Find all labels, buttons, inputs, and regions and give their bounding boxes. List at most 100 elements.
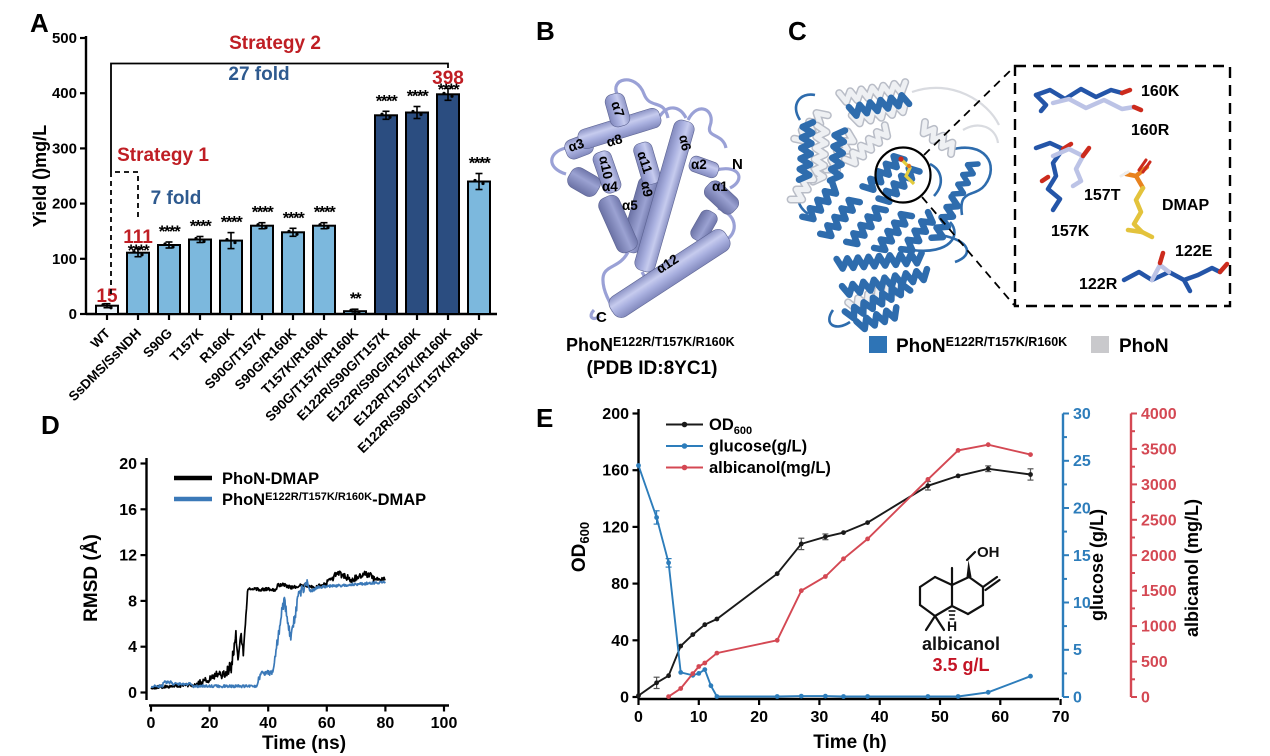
svg-text:10: 10: [690, 709, 708, 726]
svg-text:100: 100: [52, 251, 77, 268]
svg-text:20: 20: [1073, 501, 1091, 518]
svg-text:A: A: [30, 8, 49, 38]
svg-text:α5: α5: [622, 198, 638, 213]
svg-text:C: C: [596, 309, 607, 326]
svg-text:0: 0: [1141, 690, 1150, 707]
svg-text:****: ****: [438, 80, 460, 99]
svg-text:8: 8: [128, 593, 137, 610]
svg-text:300: 300: [52, 140, 77, 157]
svg-text:****: ****: [159, 222, 181, 241]
svg-text:OD600: OD600: [709, 416, 752, 437]
svg-text:2500: 2500: [1141, 512, 1177, 529]
svg-text:albicanol: albicanol: [922, 634, 1000, 654]
svg-text:70: 70: [1052, 709, 1070, 726]
svg-text:glucose (g/L): glucose (g/L): [1087, 509, 1107, 621]
svg-text:****: ****: [128, 241, 150, 260]
svg-text:α2: α2: [691, 157, 707, 172]
svg-text:Strategy 2: Strategy 2: [229, 33, 321, 54]
svg-text:122E: 122E: [1175, 243, 1213, 260]
svg-text:160K: 160K: [1141, 83, 1180, 100]
svg-text:400: 400: [52, 85, 77, 102]
svg-text:7 fold: 7 fold: [151, 188, 202, 209]
svg-text:122R: 122R: [1079, 276, 1118, 293]
svg-text:1500: 1500: [1141, 583, 1177, 600]
svg-text:50: 50: [931, 709, 949, 726]
svg-text:****: ****: [314, 203, 336, 222]
svg-text:α6: α6: [676, 134, 694, 153]
svg-text:α3: α3: [566, 136, 586, 155]
svg-text:RMSD (Å): RMSD (Å): [81, 534, 102, 622]
svg-text:Strategy 1: Strategy 1: [117, 145, 209, 166]
svg-text:27 fold: 27 fold: [228, 64, 289, 85]
svg-text:N: N: [732, 156, 743, 173]
svg-text:20: 20: [119, 456, 137, 473]
svg-text:100: 100: [431, 715, 458, 732]
svg-text:****: ****: [221, 213, 243, 232]
svg-text:2000: 2000: [1141, 548, 1177, 565]
svg-text:α11: α11: [634, 149, 655, 176]
svg-text:α9: α9: [638, 180, 656, 198]
svg-text:α1: α1: [712, 179, 728, 194]
svg-text:0: 0: [620, 690, 629, 707]
svg-text:α7: α7: [608, 99, 627, 119]
svg-text:****: ****: [376, 91, 398, 110]
svg-text:0: 0: [1073, 690, 1082, 707]
svg-text:**: **: [350, 289, 362, 308]
svg-text:40: 40: [259, 715, 277, 732]
svg-text:16: 16: [119, 502, 137, 519]
svg-text:****: ****: [252, 203, 274, 222]
svg-text:10: 10: [1073, 595, 1091, 612]
svg-text:OD600: OD600: [569, 522, 592, 572]
svg-text:1000: 1000: [1141, 619, 1177, 636]
svg-text:80: 80: [611, 576, 629, 593]
svg-text:157K: 157K: [1051, 223, 1090, 240]
svg-text:60: 60: [318, 715, 336, 732]
svg-text:(PDB ID:8YC1): (PDB ID:8YC1): [587, 358, 718, 379]
svg-text:PhoNE122R/T157K/R160K: PhoNE122R/T157K/R160K: [566, 335, 735, 355]
svg-text:****: ****: [407, 87, 429, 106]
svg-text:3.5 g/L: 3.5 g/L: [932, 655, 989, 675]
svg-text:H: H: [947, 618, 957, 634]
svg-text:Time (h): Time (h): [813, 732, 887, 753]
svg-text:160R: 160R: [1131, 122, 1170, 139]
svg-text:PhoN-DMAP: PhoN-DMAP: [222, 470, 319, 488]
svg-text:111: 111: [123, 227, 153, 248]
svg-text:WT: WT: [88, 325, 114, 351]
svg-text:glucose(g/L): glucose(g/L): [709, 438, 807, 456]
svg-text:200: 200: [602, 406, 629, 423]
svg-text:0: 0: [147, 715, 156, 732]
svg-text:15: 15: [1073, 548, 1091, 565]
svg-text:15: 15: [96, 286, 118, 307]
svg-text:D: D: [41, 410, 60, 440]
svg-text:398: 398: [432, 68, 464, 89]
svg-text:4000: 4000: [1141, 406, 1177, 423]
svg-text:40: 40: [871, 709, 889, 726]
svg-text:20: 20: [201, 715, 219, 732]
svg-text:****: ****: [469, 154, 491, 173]
svg-text:E: E: [536, 403, 553, 433]
svg-text:****: ****: [283, 208, 305, 227]
svg-text:12: 12: [119, 548, 137, 565]
svg-text:3500: 3500: [1141, 441, 1177, 458]
svg-text:200: 200: [52, 196, 77, 213]
svg-text:120: 120: [602, 519, 629, 536]
svg-text:PhoNE122R/T157K/R160K-DMAP: PhoNE122R/T157K/R160K-DMAP: [222, 491, 426, 509]
svg-text:albicanol(mg/L): albicanol(mg/L): [709, 459, 831, 477]
svg-text:Yield ()mg/L: Yield ()mg/L: [30, 125, 50, 227]
svg-text:4: 4: [128, 639, 137, 656]
svg-text:DMAP: DMAP: [1162, 197, 1209, 214]
svg-text:157T: 157T: [1084, 187, 1121, 204]
svg-text:5: 5: [1073, 642, 1082, 659]
svg-text:0: 0: [69, 306, 77, 323]
svg-text:500: 500: [52, 30, 77, 47]
svg-text:PhoN: PhoN: [1119, 336, 1169, 357]
svg-text:3000: 3000: [1141, 477, 1177, 494]
svg-text:20: 20: [750, 709, 768, 726]
svg-text:Time (ns): Time (ns): [262, 733, 346, 754]
svg-text:B: B: [536, 16, 555, 46]
svg-text:α10: α10: [596, 155, 616, 181]
svg-text:160: 160: [602, 463, 629, 480]
svg-text:0: 0: [634, 709, 643, 726]
svg-text:OH: OH: [977, 544, 1000, 561]
svg-text:25: 25: [1073, 453, 1091, 470]
